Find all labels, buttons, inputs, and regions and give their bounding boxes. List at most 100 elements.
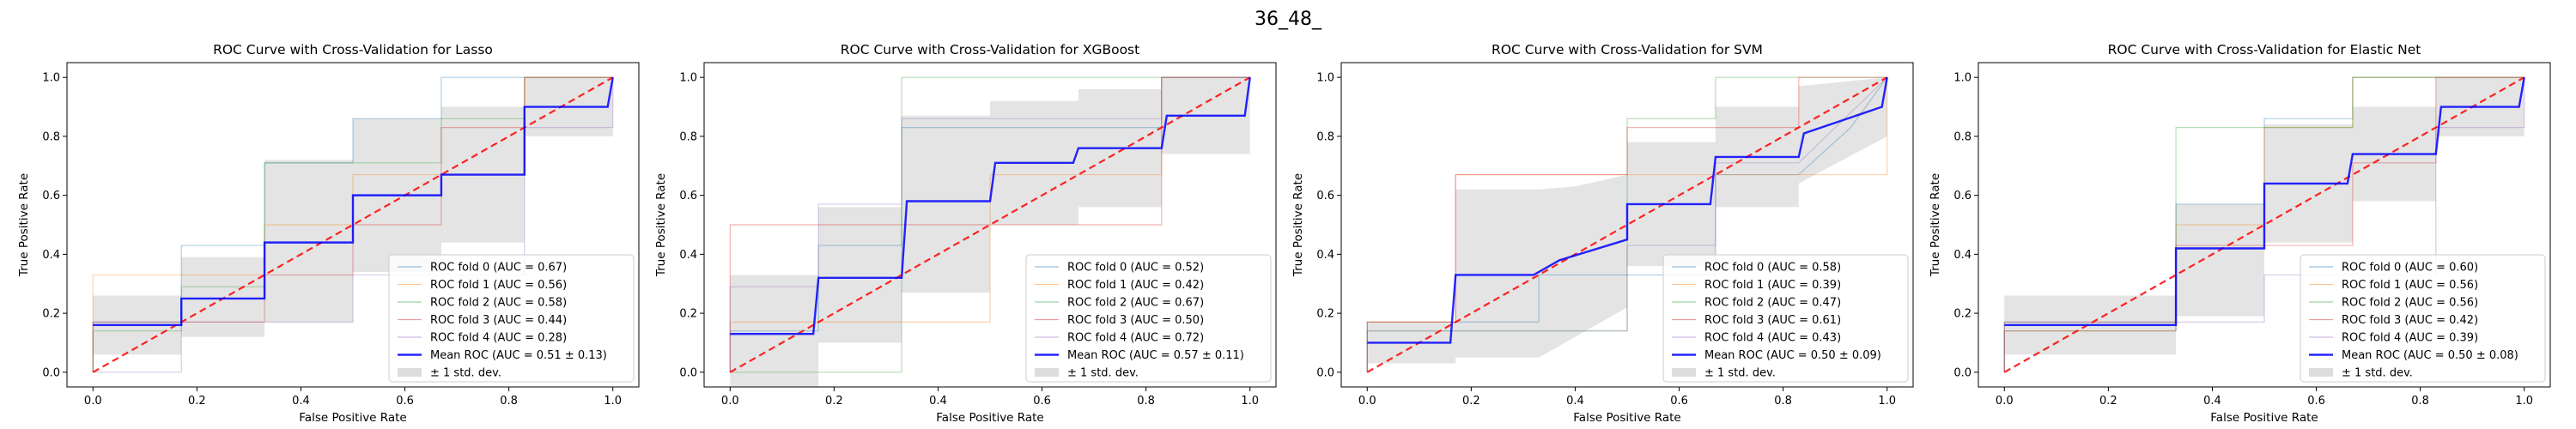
legend-label: Mean ROC (AUC = 0.50 ± 0.08): [2342, 349, 2518, 362]
x-tick-label: 0.2: [825, 395, 843, 408]
y-tick-label: 0.8: [679, 130, 697, 143]
roc-fold-1-line: [729, 76, 1250, 372]
chart-title: ROC Curve with Cross-Validation for Lass…: [213, 42, 493, 57]
legend-label: ± 1 std. dev.: [1704, 367, 1776, 380]
legend-fold-3-item: ROC fold 3 (AUC = 0.61): [1672, 314, 1841, 327]
legend-label: ROC fold 4 (AUC = 0.72): [1067, 332, 1204, 345]
legend-label: ROC fold 0 (AUC = 0.60): [2342, 262, 2478, 275]
legend-frame: [388, 254, 635, 383]
legend-label: ± 1 std. dev.: [430, 367, 501, 380]
subplot-grid: 0.0 0.2 0.4 0.6 0.8 1.0 0.0 0.2 0.4 0.6 0.8 1.0 ROC …: [17, 42, 2551, 425]
y-tick-label: 0.6: [1953, 190, 1971, 202]
legend-label: ROC fold 1 (AUC = 0.39): [1704, 279, 1841, 292]
roc-fold-2-line: [1366, 76, 1887, 372]
x-tick-label: 0.2: [1462, 395, 1480, 408]
roc-panel-2: 0.0 0.2 0.4 0.6 0.8 1.0 0.0 0.2 0.4 0.6 0.8 1.0 ROC …: [1291, 42, 1914, 425]
legend-frame: [1025, 254, 1272, 383]
x-tick-label: 0.6: [1033, 395, 1051, 408]
legend-fold-0-item: ROC fold 0 (AUC = 0.58): [1672, 262, 1841, 275]
y-tick-label: 0.2: [1316, 308, 1334, 321]
x-tick-label: 0.2: [2099, 395, 2117, 408]
x-tick-label: 0.4: [292, 395, 310, 408]
roc-fold-0-line: [729, 76, 1250, 372]
x-tick-label: 0.4: [929, 395, 947, 408]
legend-fold-3-item: ROC fold 3 (AUC = 0.42): [2309, 314, 2478, 327]
legend-label: ROC fold 4 (AUC = 0.43): [1704, 332, 1841, 345]
y-axis-label: True Positive Rate: [1929, 173, 1942, 277]
x-tick-label: 0.0: [721, 395, 739, 408]
y-tick-label: 1.0: [1316, 72, 1334, 85]
mean-roc-line: [1367, 76, 1888, 344]
roc-fold-4-line: [1366, 76, 1888, 372]
roc-fold-4-line: [729, 76, 1250, 372]
legend-mean-item: Mean ROC (AUC = 0.57 ± 0.11): [1035, 349, 1244, 362]
y-tick-label: 0.0: [42, 366, 60, 379]
legend-fold-1-item: ROC fold 1 (AUC = 0.56): [2309, 279, 2478, 292]
legend-label: Mean ROC (AUC = 0.50 ± 0.09): [1704, 349, 1881, 362]
legend-label: ROC fold 3 (AUC = 0.42): [2342, 314, 2478, 327]
chart-title: ROC Curve with Cross-Validation for SVM: [1492, 42, 1763, 57]
legend-label: ROC fold 0 (AUC = 0.52): [1067, 262, 1204, 275]
x-tick-label: 0.8: [500, 395, 518, 408]
y-tick-label: 0.8: [1316, 130, 1334, 143]
x-tick-label: 0.8: [1774, 395, 1792, 408]
legend-band-item: ± 1 std. dev.: [2309, 367, 2413, 380]
legend-fold-4-item: ROC fold 4 (AUC = 0.28): [398, 332, 567, 345]
legend-swatch: [2309, 368, 2333, 377]
legend-fold-0-item: ROC fold 0 (AUC = 0.52): [1035, 262, 1204, 275]
roc-fold-3-line: [2003, 76, 2524, 372]
legend-label: ROC fold 3 (AUC = 0.61): [1704, 314, 1841, 327]
x-axis-label: False Positive Rate: [936, 411, 1043, 425]
y-axis-label: True Positive Rate: [17, 173, 31, 277]
plot-area: [92, 76, 614, 373]
y-tick-label: 0.0: [1316, 366, 1334, 379]
legend-mean-item: Mean ROC (AUC = 0.50 ± 0.09): [1672, 349, 1881, 362]
x-axis-label: False Positive Rate: [2210, 411, 2318, 425]
axes-frame: [1978, 62, 2551, 388]
legend-mean-item: Mean ROC (AUC = 0.50 ± 0.08): [2309, 349, 2518, 362]
y-tick-label: 0.6: [679, 190, 697, 202]
chart-title: ROC Curve with Cross-Validation for Elas…: [2108, 42, 2421, 57]
legend: ROC fold 0 (AUC = 0.67) ROC fold 1 (AUC =…: [388, 254, 635, 383]
axes-frame: [703, 62, 1277, 388]
legend-label: ROC fold 2 (AUC = 0.56): [2342, 297, 2478, 310]
y-tick-label: 0.2: [42, 308, 60, 321]
roc-fold-1-line: [1366, 77, 1888, 372]
legend-fold-1-item: ROC fold 1 (AUC = 0.39): [1672, 279, 1841, 292]
legend-label: Mean ROC (AUC = 0.57 ± 0.11): [1067, 349, 1244, 362]
y-tick-label: 1.0: [679, 72, 697, 85]
x-tick-label: 0.2: [188, 395, 206, 408]
legend-swatch: [398, 368, 422, 377]
legend-fold-0-item: ROC fold 0 (AUC = 0.60): [2309, 262, 2478, 275]
x-tick-label: 0.8: [1137, 395, 1155, 408]
legend-label: ± 1 std. dev.: [1067, 367, 1139, 380]
legend-band-item: ± 1 std. dev.: [1672, 367, 1776, 380]
figure-suptitle: 36_48_: [1255, 9, 1322, 30]
x-axis-label: False Positive Rate: [1573, 411, 1680, 425]
legend-fold-3-item: ROC fold 3 (AUC = 0.44): [398, 314, 567, 327]
roc-fold-2-line: [92, 76, 613, 372]
legend-swatch: [1035, 368, 1059, 377]
legend-swatch: [1672, 368, 1696, 377]
y-tick-label: 0.2: [679, 308, 697, 321]
legend-label: ± 1 std. dev.: [2342, 367, 2413, 380]
legend-frame: [1662, 254, 1909, 383]
legend-band-item: ± 1 std. dev.: [1035, 367, 1139, 380]
x-tick-label: 0.0: [84, 395, 102, 408]
legend-label: ROC fold 0 (AUC = 0.67): [430, 262, 567, 275]
y-tick-label: 1.0: [42, 72, 60, 85]
legend: ROC fold 0 (AUC = 0.58) ROC fold 1 (AUC =…: [1662, 254, 1909, 383]
legend-fold-2-item: ROC fold 2 (AUC = 0.67): [1035, 297, 1204, 310]
roc-panel-3: 0.0 0.2 0.4 0.6 0.8 1.0 0.0 0.2 0.4 0.6 0.8 1.0 ROC …: [1929, 42, 2551, 425]
x-tick-label: 1.0: [604, 395, 622, 408]
x-tick-label: 1.0: [1241, 395, 1259, 408]
x-tick-label: 0.6: [1670, 395, 1688, 408]
x-tick-label: 1.0: [2515, 395, 2533, 408]
roc-fold-3-line: [1366, 76, 1887, 372]
legend-fold-1-item: ROC fold 1 (AUC = 0.56): [398, 279, 567, 292]
y-tick-label: 0.8: [42, 130, 60, 143]
y-tick-label: 0.0: [679, 366, 697, 379]
axes-frame: [1340, 62, 1914, 388]
y-tick-label: 0.4: [1953, 249, 1971, 262]
